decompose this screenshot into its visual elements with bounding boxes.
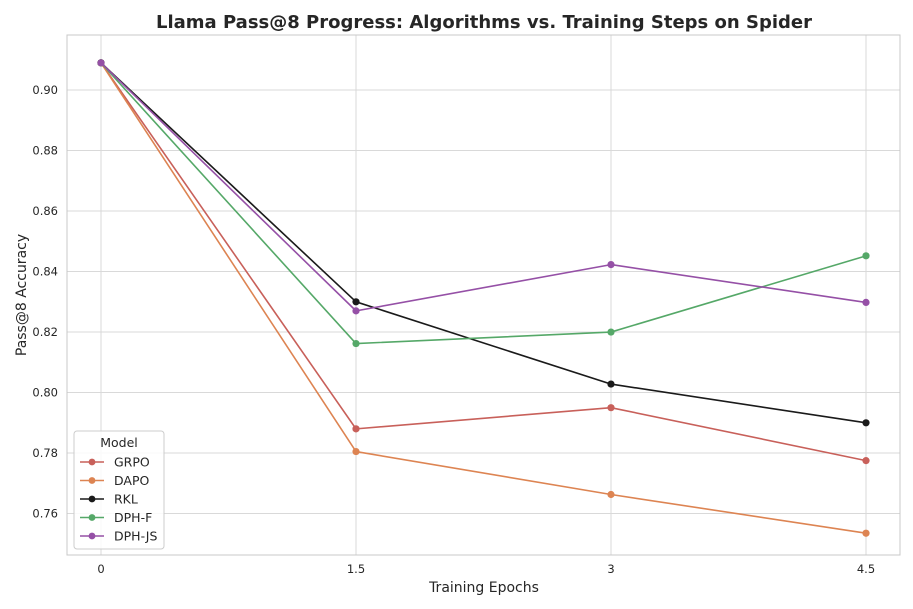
- legend-title: Model: [100, 435, 138, 450]
- data-point-grpo: [862, 457, 870, 465]
- y-tick-label: 0.90: [32, 83, 58, 97]
- legend-swatch-marker: [88, 514, 96, 521]
- legend-label: RKL: [114, 492, 138, 507]
- legend-item-grpo: GRPO: [80, 455, 150, 470]
- plot-area: [66, 34, 901, 556]
- legend-box: [73, 430, 165, 550]
- chart-title: Llama Pass@8 Progress: Algorithms vs. Tr…: [156, 12, 812, 33]
- legend-swatch-marker: [88, 477, 96, 484]
- legend-label: GRPO: [114, 455, 150, 470]
- legend-item-dapo: DAPO: [80, 473, 149, 488]
- data-point-dapo: [862, 529, 870, 537]
- y-tick-label: 0.88: [32, 144, 58, 158]
- series-line-dph-js: [100, 62, 867, 312]
- series-line-dph-f: [100, 62, 867, 345]
- data-point-dph-js: [862, 298, 870, 307]
- data-point-dapo: [352, 447, 360, 456]
- legend-label: DPH-F: [114, 510, 152, 525]
- y-tick-label: 0.80: [32, 386, 58, 400]
- x-tick-label: 0: [97, 562, 104, 576]
- y-axis-ticks: 0.76 0.78 0.80 0.82 0.84 0.86 0.88 0.90: [32, 83, 58, 521]
- x-tick-label: 1.5: [347, 562, 365, 576]
- x-tick-label: 4.5: [857, 562, 875, 576]
- series-dapo: [97, 59, 870, 537]
- data-point-dph-f: [607, 328, 615, 336]
- x-axis-label: Training Epochs: [428, 580, 539, 596]
- series-dph-f: [97, 59, 870, 348]
- legend-item-rkl: RKL: [80, 492, 138, 507]
- y-axis-label: Pass@8 Accuracy: [14, 234, 30, 356]
- legend-swatch-marker: [88, 458, 96, 466]
- series-dph-js: [97, 59, 870, 315]
- data-point-grpo: [352, 425, 360, 433]
- series-line-dapo: [100, 62, 867, 535]
- y-tick-label: 0.76: [32, 507, 58, 521]
- data-point-grpo: [607, 404, 615, 412]
- x-tick-label: 3: [607, 562, 614, 576]
- legend-swatch-marker: [88, 495, 96, 503]
- legend-item-dph-js: DPH-JS: [80, 529, 157, 544]
- legend-swatch-marker: [88, 532, 96, 540]
- legend: Model GRPO DAPO RKL DPH-F DPH-JS: [73, 430, 165, 550]
- legend-items: GRPO DAPO RKL DPH-F DPH-JS: [80, 455, 157, 544]
- y-tick-label: 0.78: [32, 446, 58, 460]
- series-grpo: [97, 59, 870, 465]
- data-point-dph-f: [352, 339, 360, 348]
- legend-item-dph-f: DPH-F: [80, 510, 152, 525]
- data-point-dph-js: [97, 59, 105, 67]
- y-tick-label: 0.84: [32, 265, 58, 279]
- data-point-rkl: [862, 419, 870, 427]
- data-point-dph-js: [352, 307, 360, 315]
- grid: [67, 35, 900, 555]
- series-lines: [97, 59, 870, 537]
- data-point-dph-js: [607, 260, 615, 269]
- y-tick-label: 0.86: [32, 204, 58, 218]
- data-point-dph-f: [862, 252, 870, 260]
- legend-label: DPH-JS: [114, 529, 157, 544]
- data-point-rkl: [607, 380, 615, 388]
- series-rkl: [97, 59, 870, 427]
- data-point-rkl: [352, 298, 360, 306]
- x-axis-ticks: 0 1.5 3 4.5: [97, 562, 875, 576]
- series-line-rkl: [100, 62, 867, 424]
- y-tick-label: 0.82: [32, 325, 58, 339]
- series-line-grpo: [100, 62, 867, 462]
- data-point-dapo: [607, 490, 615, 499]
- legend-label: DAPO: [114, 473, 149, 488]
